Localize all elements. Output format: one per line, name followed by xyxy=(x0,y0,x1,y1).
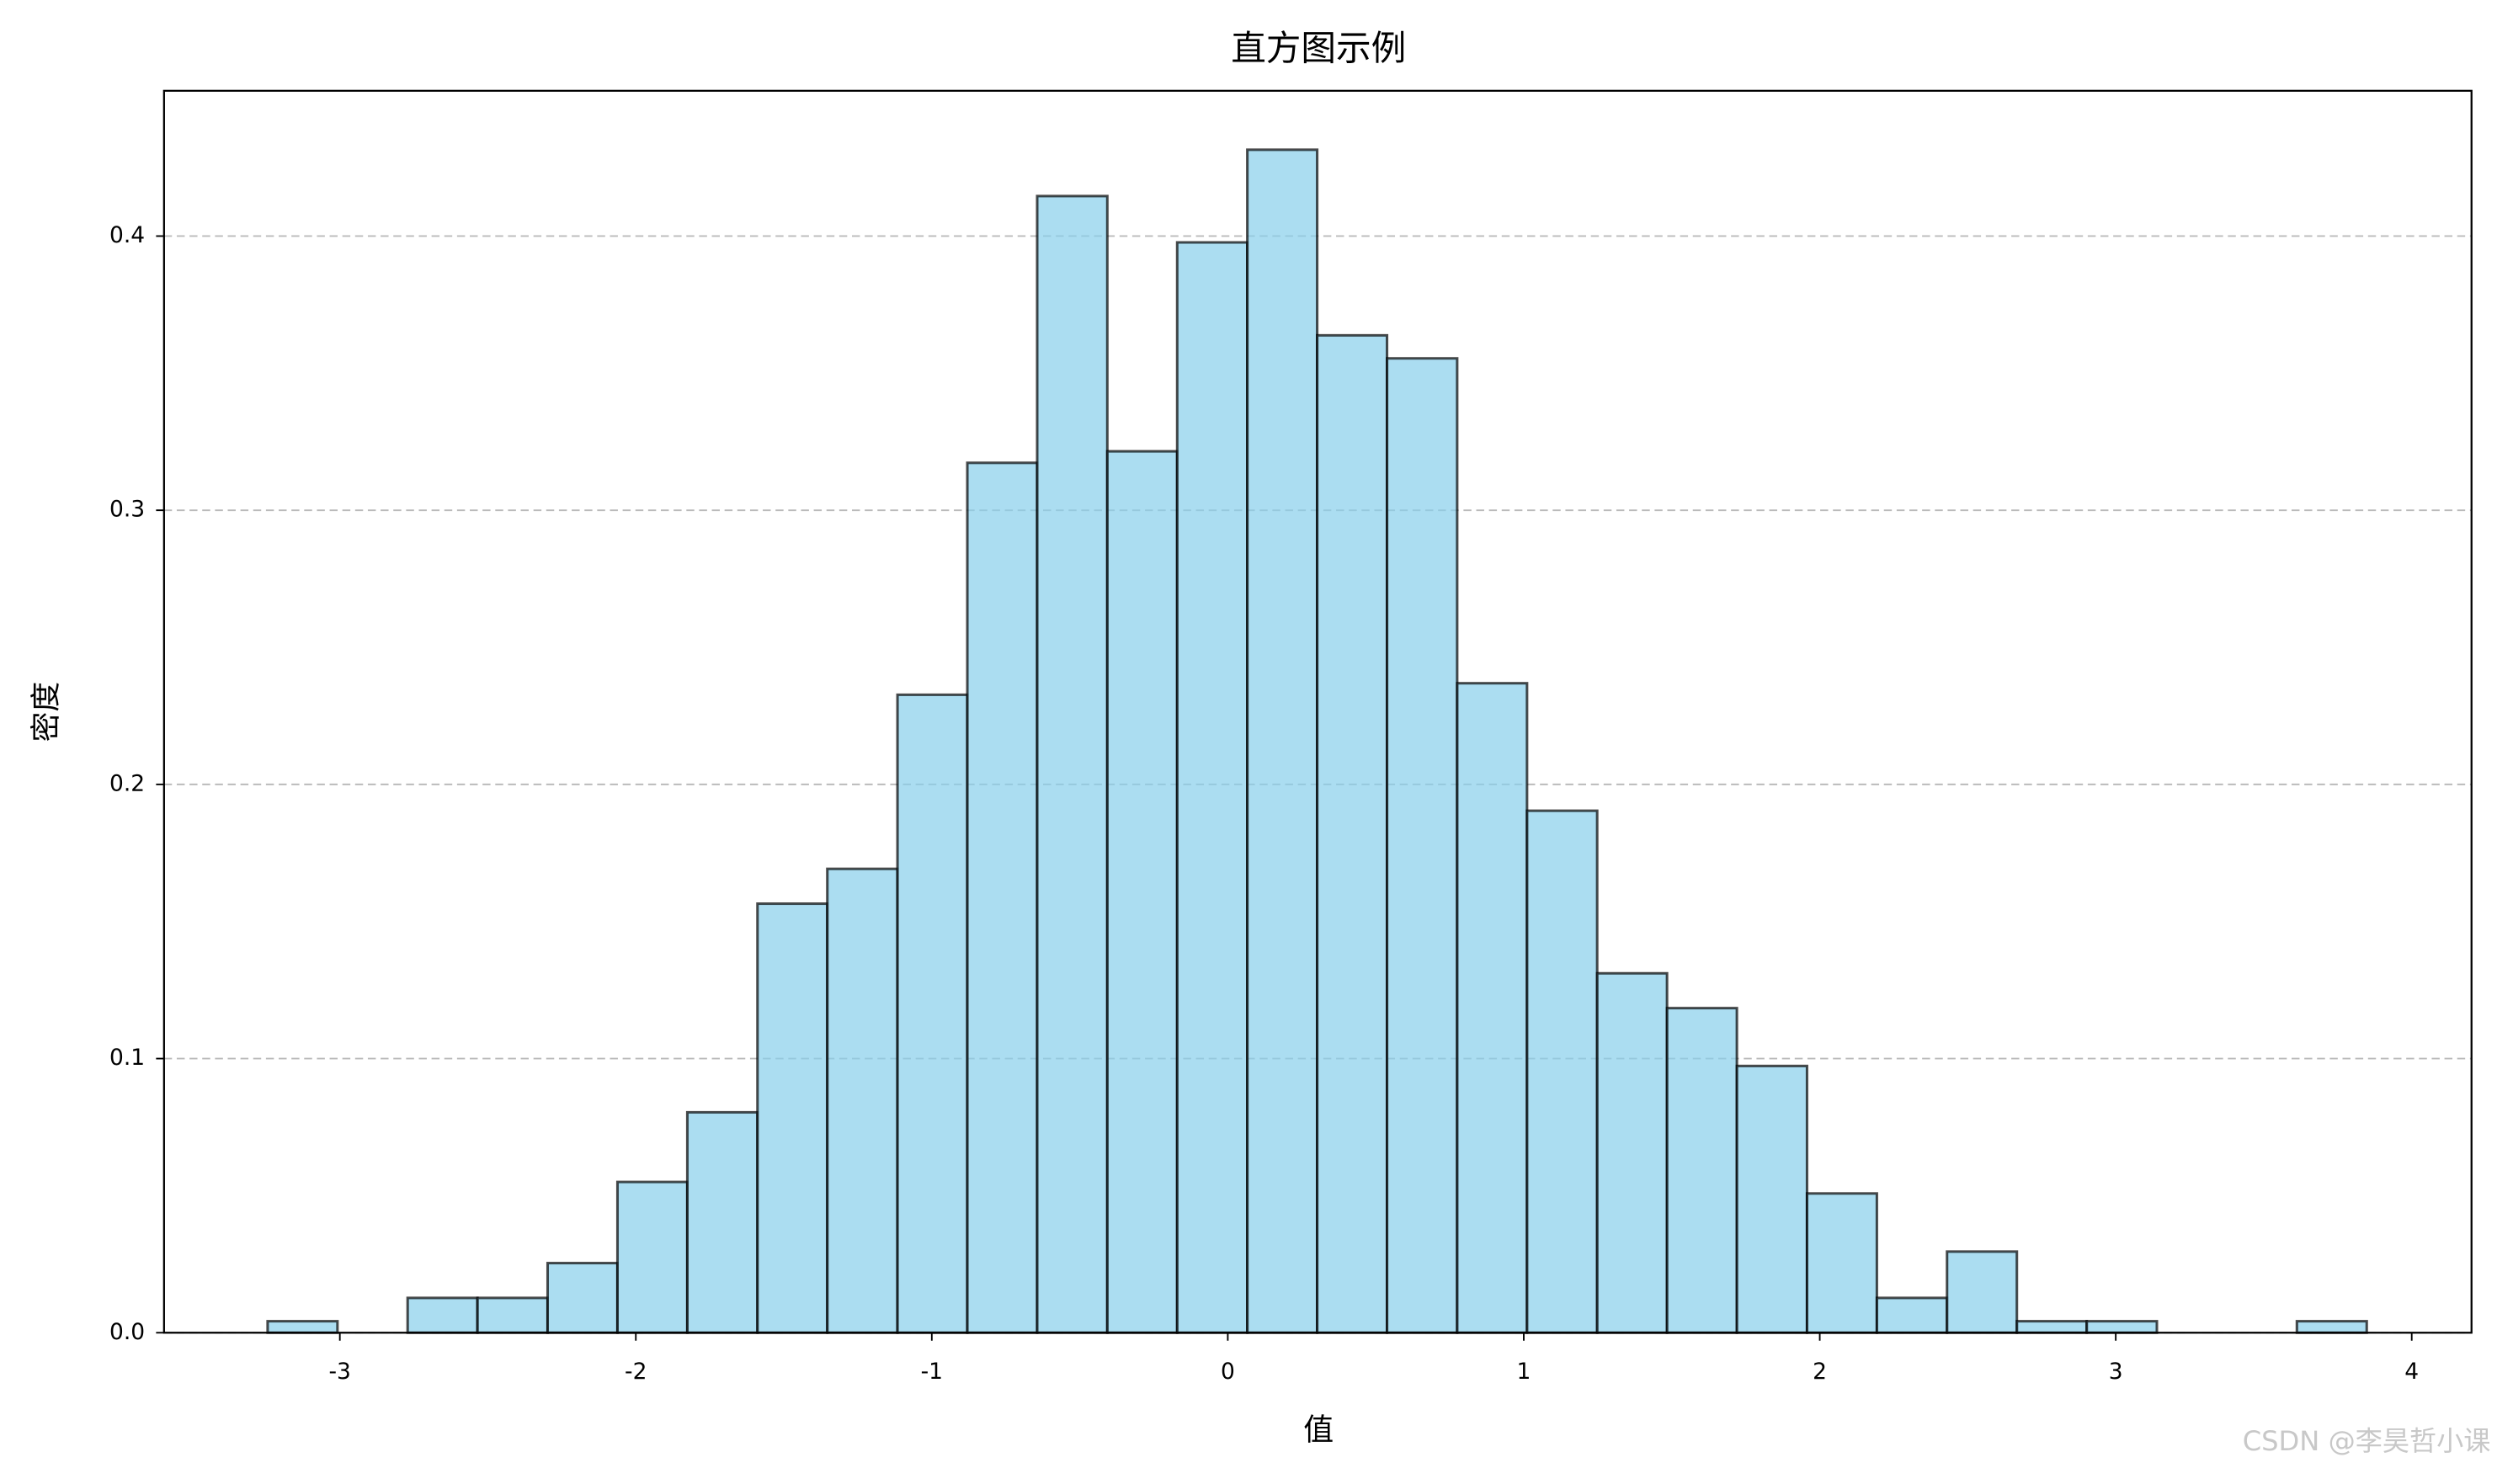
bar xyxy=(1036,194,1109,1334)
x-tick-label: 0 xyxy=(1221,1359,1235,1385)
bar xyxy=(546,1262,619,1334)
y-tick-label: 0.1 xyxy=(109,1045,145,1071)
x-tick-label: -2 xyxy=(625,1359,647,1385)
y-axis-label: 密度 xyxy=(29,682,64,742)
bar xyxy=(615,1180,689,1334)
plot-frame xyxy=(162,89,2473,1334)
bar xyxy=(1595,971,1669,1334)
bar xyxy=(2015,1320,2089,1334)
bar xyxy=(1805,1192,1878,1334)
chart-title: 直方图示例 xyxy=(1231,28,1406,69)
bar xyxy=(896,693,969,1334)
bar xyxy=(1456,682,1529,1334)
x-tick-label: -1 xyxy=(921,1359,943,1385)
bar xyxy=(476,1296,549,1334)
y-tick-label: 0.4 xyxy=(109,222,145,248)
bar xyxy=(1175,241,1249,1334)
bar xyxy=(1525,809,1599,1334)
x-tick-label: 1 xyxy=(1517,1359,1531,1385)
x-axis-label: 值 xyxy=(1303,1413,1334,1448)
bar xyxy=(1105,449,1179,1334)
bar xyxy=(1246,148,1319,1334)
bar xyxy=(756,902,829,1334)
x-tick-label: 2 xyxy=(1813,1359,1827,1385)
x-tick-label: -3 xyxy=(328,1359,350,1385)
x-tick-label: 4 xyxy=(2404,1359,2419,1385)
bar xyxy=(826,867,899,1334)
bar xyxy=(1946,1250,2019,1334)
bar xyxy=(685,1110,759,1334)
x-tick-label: 3 xyxy=(2109,1359,2123,1385)
bar xyxy=(1665,1007,1738,1334)
bar xyxy=(1875,1296,1949,1334)
y-tick-label: 0.0 xyxy=(109,1319,145,1345)
bar xyxy=(1735,1064,1808,1334)
y-tick-label: 0.2 xyxy=(109,770,145,796)
y-tick-label: 0.3 xyxy=(109,497,145,523)
bar xyxy=(1316,333,1389,1334)
bar xyxy=(2085,1320,2159,1334)
watermark: CSDN @李昊哲小课 xyxy=(2243,1425,2491,1457)
bar xyxy=(966,461,1039,1334)
bar xyxy=(2295,1320,2368,1334)
bar xyxy=(406,1296,479,1334)
bar xyxy=(266,1320,339,1334)
bar xyxy=(1386,357,1459,1334)
